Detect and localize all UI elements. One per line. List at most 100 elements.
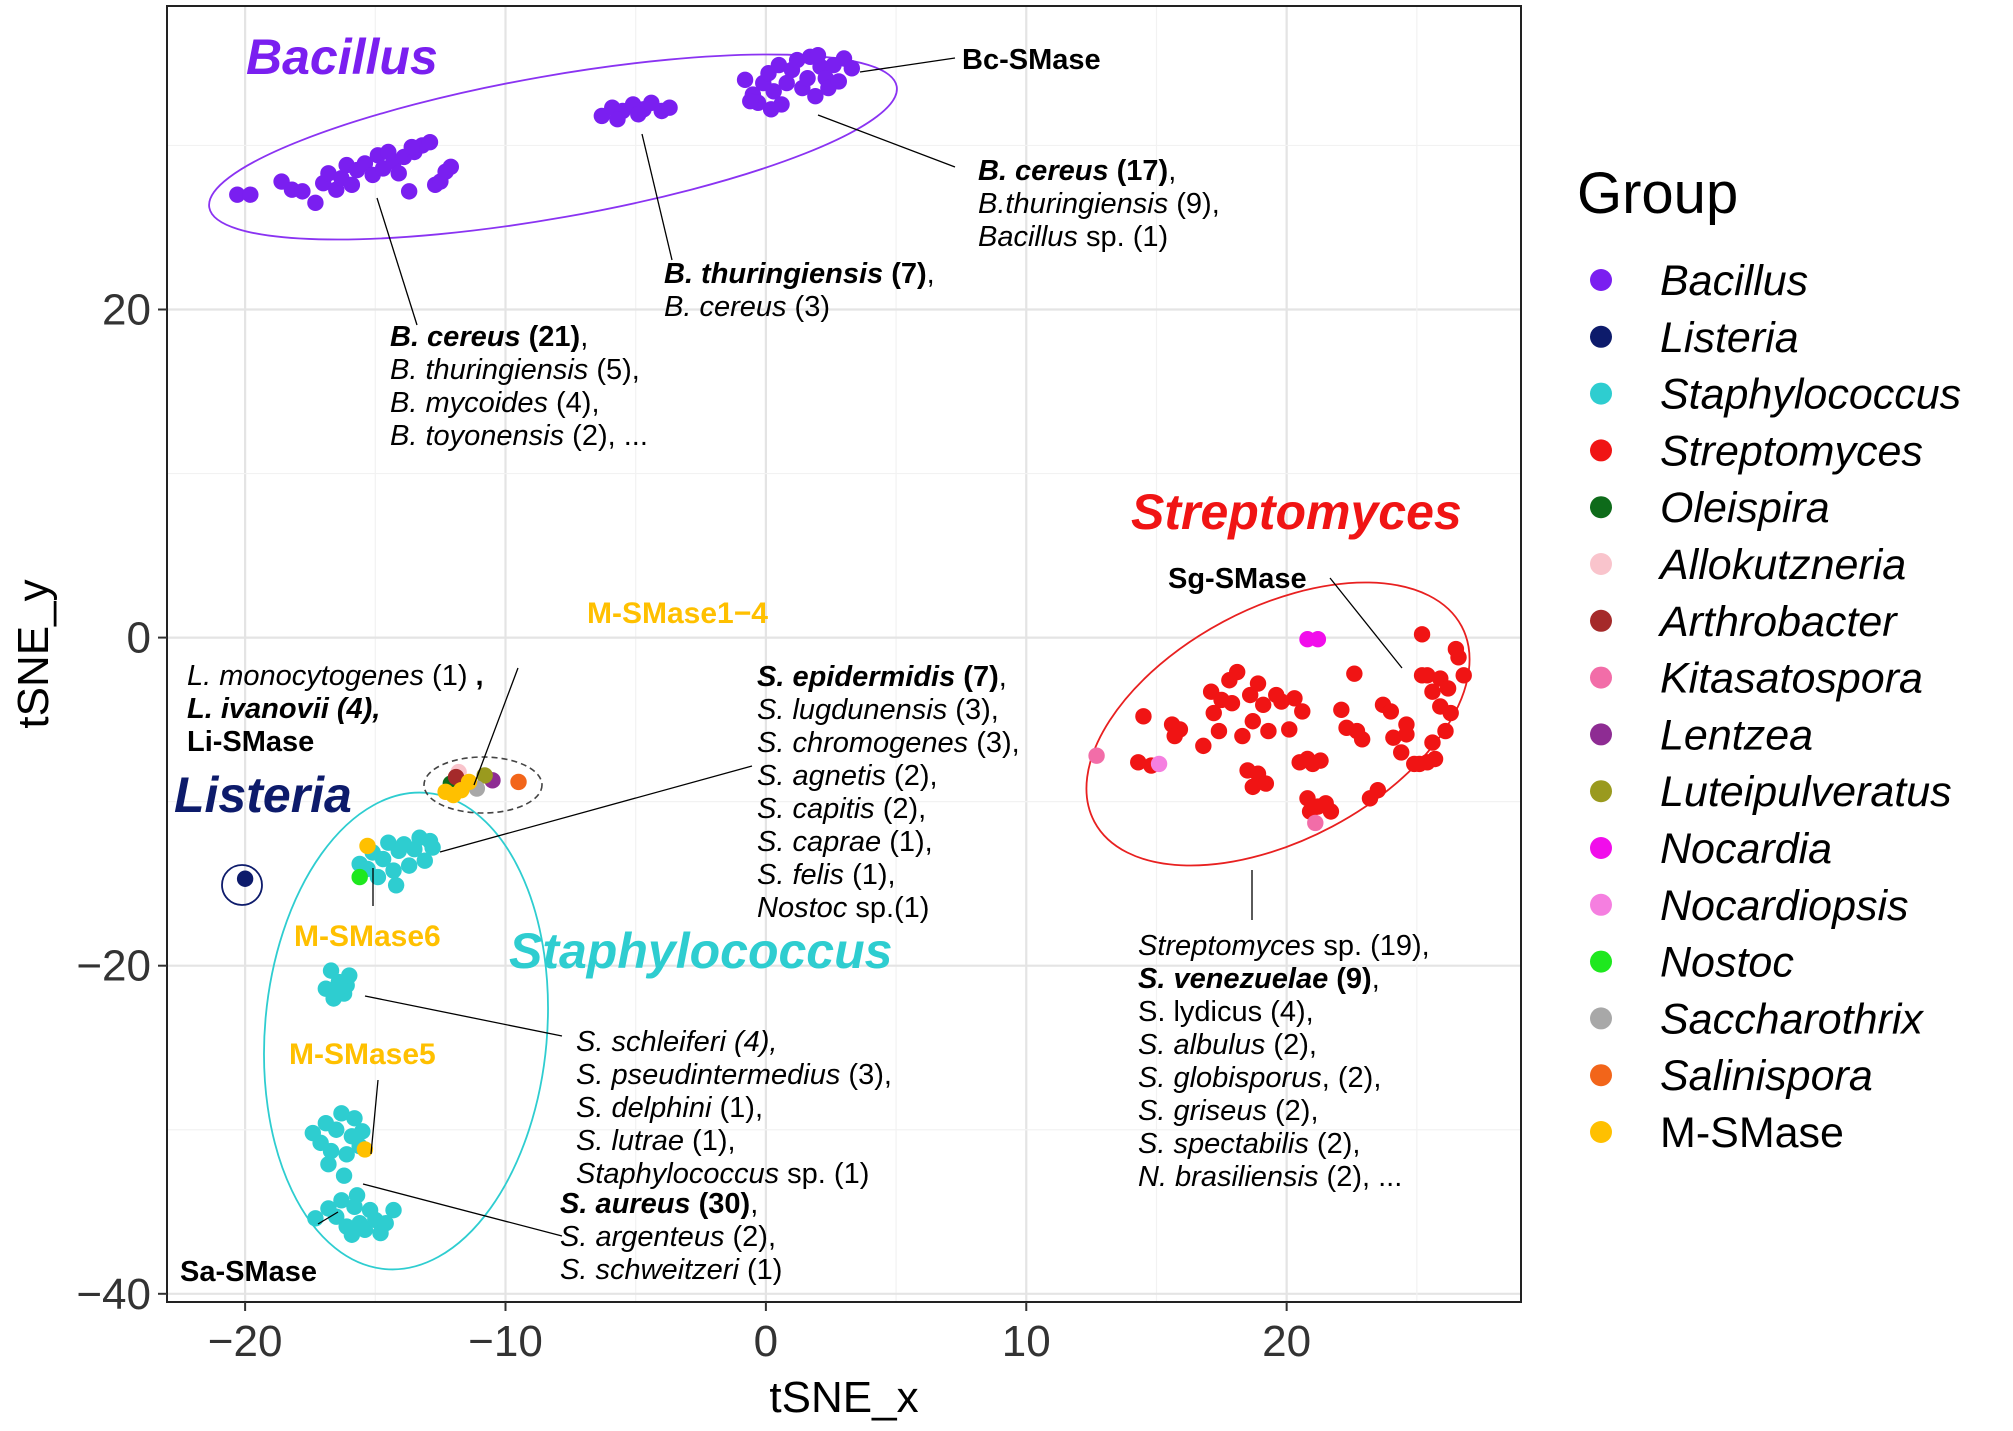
- ann-count: (3),: [968, 727, 1020, 759]
- leader-bc-smase: [859, 57, 956, 73]
- ann-species: S. felis: [757, 859, 844, 891]
- ann-species: S. capitis: [757, 793, 875, 825]
- svg-text:L. monocytogenes (1) ,: L. monocytogenes (1) ,: [187, 660, 484, 692]
- x-axis: −20 −10 0 10 20: [208, 1302, 1311, 1366]
- point-staphylococcus: [322, 1142, 340, 1160]
- point-staphylococcus: [322, 962, 340, 979]
- point-bacillus: [830, 73, 847, 90]
- point-streptomyces: [1135, 708, 1152, 725]
- leader-sg-smase: [1329, 577, 1403, 669]
- ann-count: (2),: [1267, 1095, 1319, 1127]
- title-bacillus: Bacillus: [246, 29, 438, 85]
- point-streptomyces: [1205, 704, 1222, 722]
- point-bacillus: [400, 183, 418, 200]
- ann-species: L. ivanovii (4),: [187, 693, 380, 725]
- annotation-listeria: L. monocytogenes (1) , L. ivanovii (4),: [187, 660, 484, 725]
- point-staphylococcus: [307, 1210, 324, 1227]
- ann-species: S. lutrae: [576, 1125, 684, 1157]
- point-bacillus: [356, 155, 374, 172]
- point-streptomyces: [1346, 665, 1363, 682]
- legend-key-nocardia: [1590, 837, 1612, 859]
- legend-label-saccharothrix: Saccharothrix: [1660, 995, 1924, 1043]
- point-bacillus: [630, 106, 647, 123]
- point-bacillus: [765, 83, 782, 100]
- legend-label-oleispira: Oleispira: [1660, 484, 1830, 532]
- ann-species: S. aureus: [560, 1188, 691, 1220]
- ann-count: (9),: [1168, 188, 1220, 220]
- panel-border: [166, 5, 1522, 1303]
- ann-count: (1),: [684, 1125, 736, 1157]
- svg-text:S. argenteus (2),: S. argenteus (2),: [560, 1221, 776, 1253]
- ann-count: (21): [521, 321, 581, 353]
- point-bacillus: [307, 194, 324, 212]
- point-staphylococcus: [346, 1110, 363, 1127]
- legend-key-lentzea: [1590, 723, 1612, 746]
- point-staphylococcus: [374, 850, 392, 868]
- point-streptomyces: [1333, 701, 1350, 718]
- y-axis: −40 −20 0 20: [76, 285, 167, 1319]
- legend-label-nocardiopsis: Nocardiopsis: [1660, 882, 1909, 930]
- ann-species: S. chromogenes: [757, 727, 968, 759]
- point-kitasatospora: [1088, 747, 1105, 764]
- legend-label-arthrobacter: Arthrobacter: [1657, 598, 1898, 646]
- point-bacillus: [843, 60, 861, 77]
- point-staphylococcus: [348, 1187, 366, 1204]
- ann-count: (2),: [1309, 1128, 1361, 1160]
- point-staphylococcus: [377, 1215, 394, 1232]
- svg-text:B. mycoides (4),: B. mycoides (4),: [390, 387, 600, 419]
- ann-species: S. venezuelae: [1138, 963, 1328, 995]
- point-bacillus: [294, 183, 311, 200]
- ann-species: S. agnetis: [757, 760, 886, 792]
- annotation-bacillus-2: B. thuringiensis (7), B. cereus (3): [664, 258, 935, 323]
- legend-key-m-smase: [1590, 1121, 1612, 1143]
- title-listeria: Listeria: [174, 767, 352, 823]
- legend-key-nocardiopsis: [1590, 893, 1612, 916]
- ann-count: (2), ...: [1319, 1161, 1403, 1193]
- svg-text:S. capitis (2),: S. capitis (2),: [757, 793, 926, 825]
- point-streptomyces: [1348, 722, 1366, 740]
- svg-text:S. griseus (2),: S. griseus (2),: [1138, 1095, 1319, 1127]
- point-staphylococcus: [424, 839, 441, 856]
- ann-count: sp. (19),: [1315, 930, 1429, 962]
- point-bacillus: [799, 69, 816, 87]
- point-bacillus: [229, 186, 246, 203]
- legend-label-lentzea: Lentzea: [1660, 711, 1813, 759]
- point-streptomyces: [1393, 744, 1410, 761]
- point-streptomyces: [1455, 667, 1472, 684]
- ann-count: (2),: [886, 760, 938, 792]
- point-staphylococcus: [320, 1155, 337, 1173]
- ann-count: (2),: [1265, 1029, 1317, 1061]
- leader-lines: [317, 57, 1403, 1237]
- point-streptomyces: [1234, 727, 1251, 745]
- point-staphylococcus: [387, 877, 405, 894]
- point-bacillus: [809, 47, 827, 64]
- ann-species: S. epidermidis: [757, 661, 955, 693]
- point-bacillus: [421, 133, 439, 151]
- legend-key-luteipulveratus: [1590, 780, 1612, 803]
- svg-text:N. brasiliensis (2), ...: N. brasiliensis (2), ...: [1138, 1161, 1402, 1193]
- point-streptomyces: [1369, 781, 1386, 799]
- legend-label-bacillus: Bacillus: [1660, 257, 1808, 305]
- grid-lines: [167, 6, 1521, 1302]
- y-tick-label: −20: [76, 942, 151, 991]
- point-streptomyces: [1166, 727, 1183, 745]
- point-streptomyces: [1281, 721, 1298, 738]
- svg-text:B.thuringiensis (9),: B.thuringiensis (9),: [978, 188, 1220, 220]
- legend-label-salinispora: Salinispora: [1660, 1052, 1873, 1100]
- m-smase-ellipse: [423, 756, 543, 814]
- legend-label-nocardia: Nocardia: [1660, 825, 1832, 873]
- point-streptomyces: [1130, 754, 1147, 771]
- ann-species: S. spectabilis: [1138, 1128, 1309, 1160]
- ann-count: (3),: [840, 1059, 892, 1091]
- ann-species: Staphylococcus: [576, 1158, 779, 1190]
- point-bacillus: [807, 88, 824, 105]
- point-listeria: [236, 870, 254, 887]
- ann-sep: ,: [999, 661, 1007, 693]
- label-m-smase6: M-SMase6: [294, 920, 441, 953]
- ann-species: Nostoc: [757, 892, 848, 924]
- point-streptomyces: [1210, 722, 1228, 740]
- ann-count: (30): [691, 1188, 751, 1220]
- point-m-smase: [359, 837, 376, 855]
- legend-label-streptomyces: Streptomyces: [1660, 427, 1923, 475]
- legend-label-luteipulveratus: Luteipulveratus: [1660, 768, 1952, 816]
